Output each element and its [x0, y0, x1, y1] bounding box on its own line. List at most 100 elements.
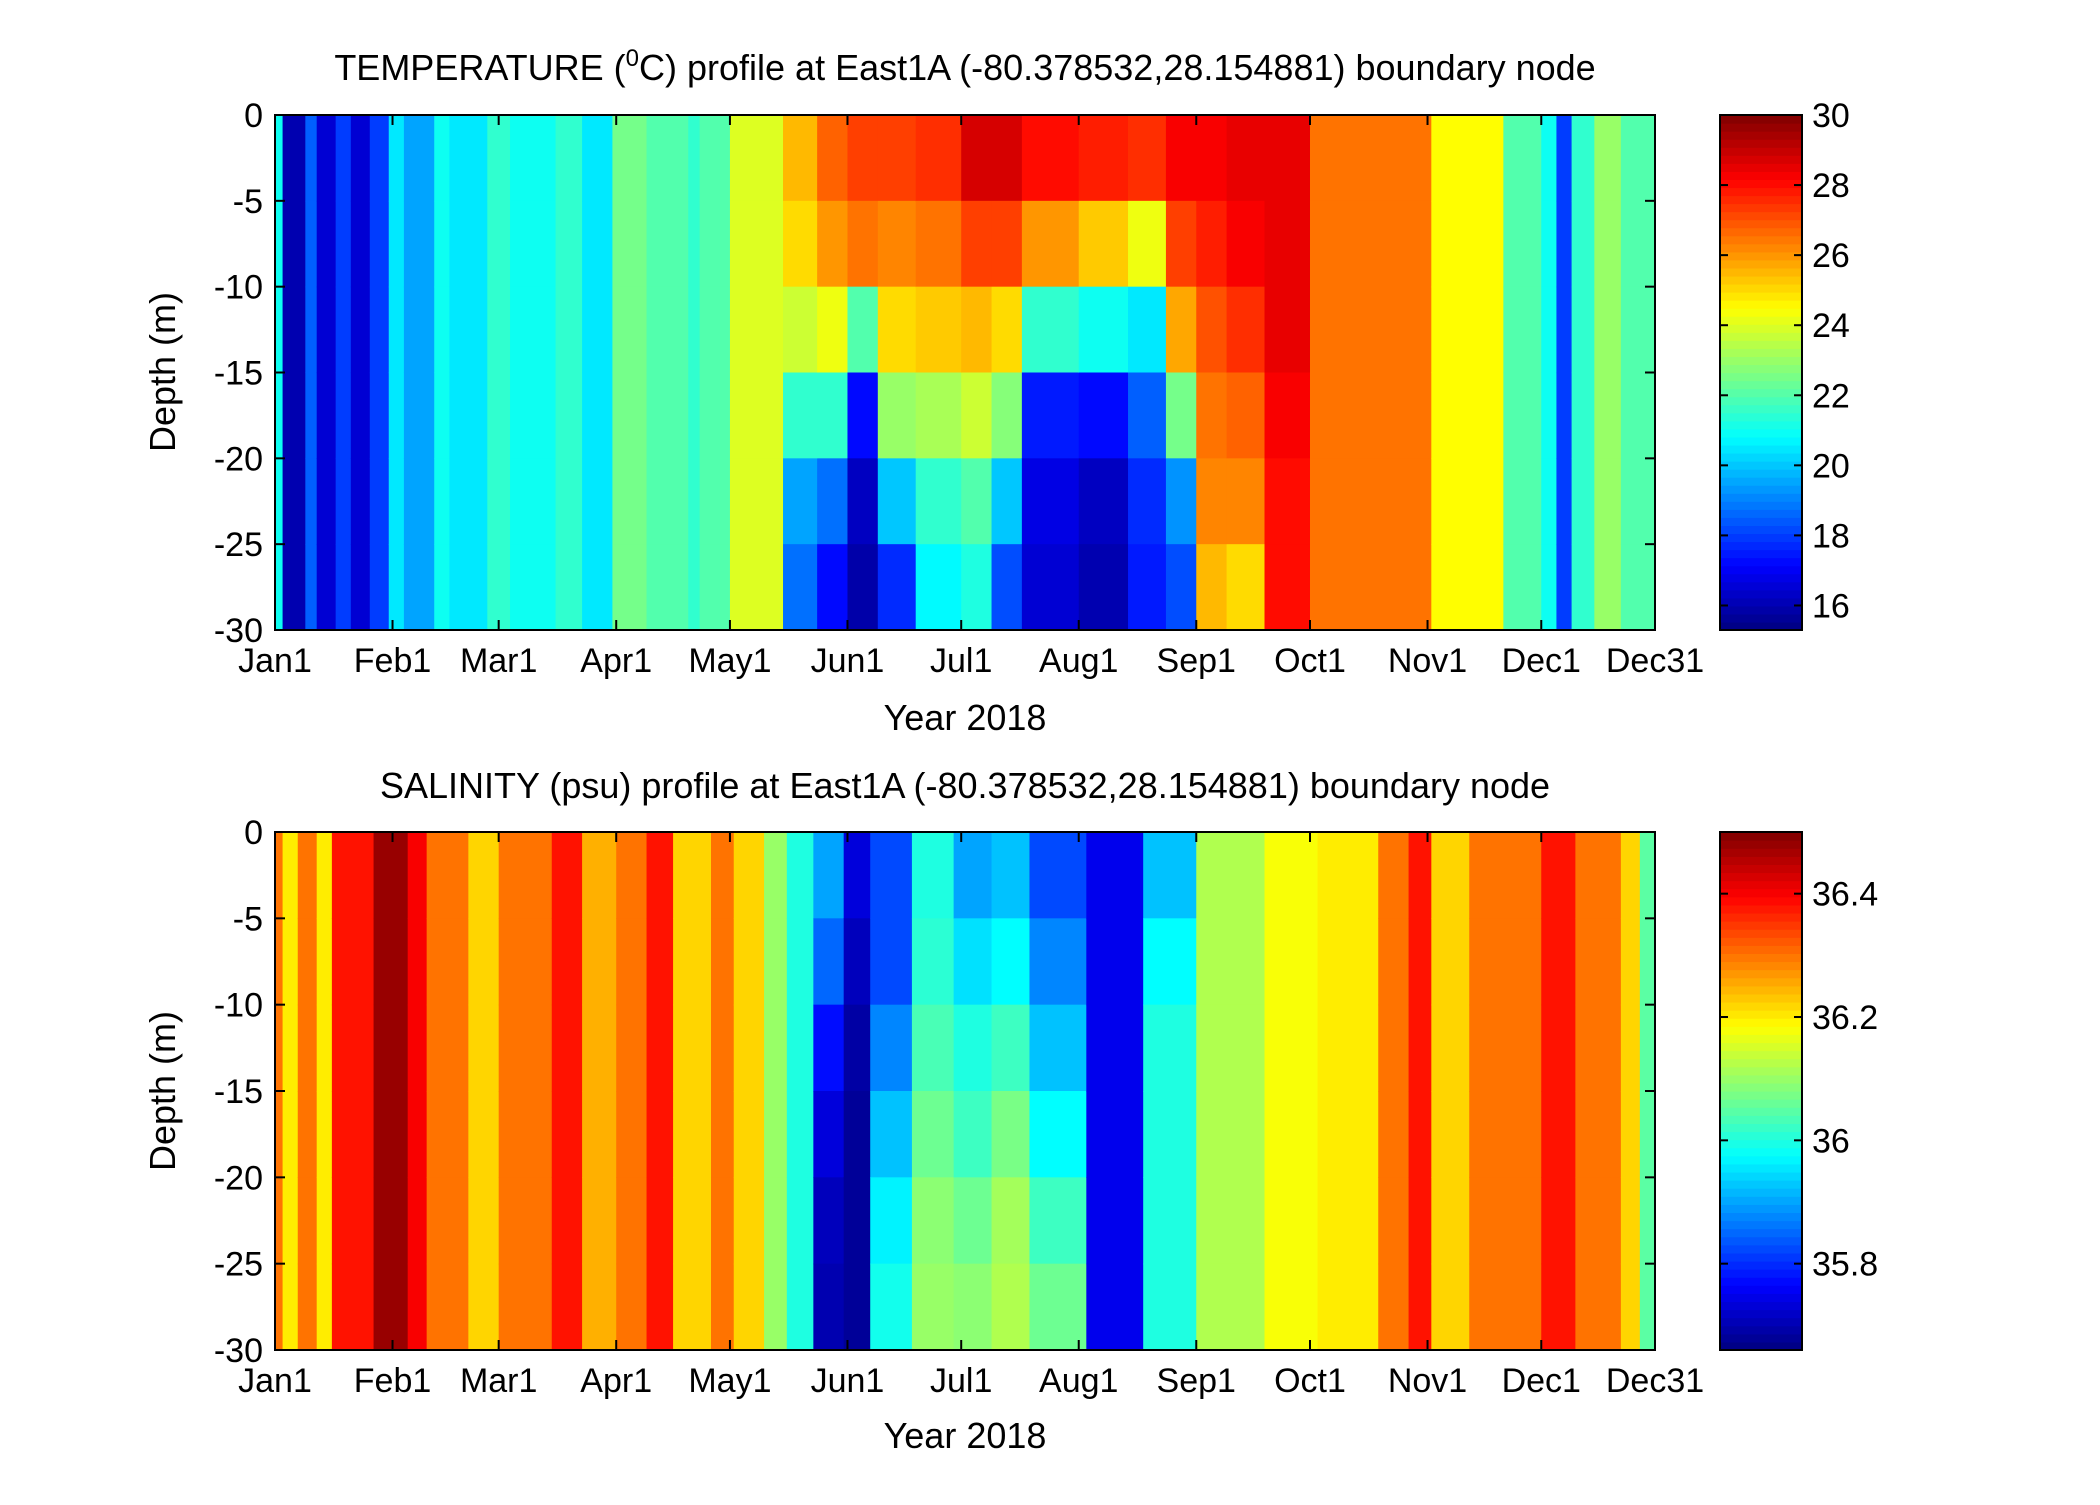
heatmap-cell: [275, 1004, 284, 1092]
heatmap-cell: [282, 372, 306, 459]
salinity-heatmap: [275, 832, 1656, 1351]
heatmap-cell: [953, 1177, 993, 1265]
heatmap-cell: [870, 1091, 913, 1178]
colorbar-step: [1720, 420, 1802, 430]
heatmap-cell: [1639, 918, 1656, 1006]
heatmap-cell: [688, 544, 701, 631]
heatmap-cell: [1571, 115, 1595, 202]
colorbar-tick-label: 26: [1812, 237, 1850, 275]
heatmap-cell: [1620, 544, 1656, 631]
heatmap-cell: [555, 115, 583, 202]
colorbar-step: [1720, 332, 1802, 341]
heatmap-cell: [870, 1177, 913, 1265]
heatmap-cell: [783, 544, 818, 631]
heatmap-cell: [991, 1004, 1031, 1092]
heatmap-cell: [275, 918, 284, 1006]
heatmap-cell: [1021, 200, 1080, 288]
heatmap-cell: [282, 1004, 299, 1092]
heatmap-cell: [373, 918, 409, 1006]
heatmap-cell: [1639, 1004, 1656, 1092]
heatmap-cell: [915, 544, 962, 631]
heatmap-cell: [403, 115, 435, 202]
x-tick-label: Dec31: [1606, 642, 1704, 680]
heatmap-cell: [1226, 200, 1266, 288]
heatmap-cell: [870, 1004, 913, 1092]
colorbar-step: [1720, 179, 1802, 189]
heatmap-cell: [434, 115, 450, 202]
heatmap-cell: [710, 1177, 735, 1265]
heatmap-cell: [403, 372, 435, 459]
colorbar-step: [1720, 1139, 1802, 1149]
heatmap-cell: [1378, 544, 1432, 631]
colorbar-step: [1720, 1155, 1802, 1165]
colorbar-step: [1720, 912, 1802, 922]
x-tick-label: Mar1: [460, 1362, 537, 1400]
heatmap-cell: [1143, 1177, 1197, 1265]
colorbar-step: [1720, 243, 1802, 253]
heatmap-cell: [646, 200, 689, 288]
colorbar-step: [1720, 308, 1802, 317]
heatmap-cell: [616, 1004, 648, 1092]
heatmap-cell: [331, 1263, 375, 1351]
heatmap-cell: [1378, 1263, 1410, 1351]
colorbar-step: [1720, 324, 1802, 333]
colorbar-step: [1720, 921, 1802, 930]
colorbar-step: [1720, 525, 1802, 535]
colorbar-step: [1720, 1123, 1802, 1133]
colorbar-step: [1720, 115, 1802, 124]
heatmap-cell: [316, 1263, 333, 1351]
heatmap-cell: [369, 458, 390, 545]
heatmap-cell: [498, 1091, 553, 1178]
colorbar-step: [1720, 1252, 1802, 1262]
heatmap-cell: [877, 286, 917, 374]
heatmap-cell: [1078, 458, 1129, 545]
colorbar-step: [1720, 985, 1802, 995]
heatmap-cell: [1575, 1177, 1622, 1265]
colorbar-step: [1720, 1099, 1802, 1108]
heatmap-cell: [699, 115, 731, 202]
x-tick-label: Feb1: [354, 1362, 432, 1400]
heatmap-cell: [468, 1263, 500, 1351]
heatmap-cell: [783, 372, 818, 459]
heatmap-cell: [350, 372, 371, 459]
heatmap-cell: [843, 1263, 871, 1351]
x-tick-label: Aug1: [1039, 1362, 1118, 1400]
heatmap-cell: [843, 832, 871, 919]
heatmap-cell: [407, 1263, 428, 1351]
temperature-title: TEMPERATURE (0C) profile at East1A (-80.…: [334, 45, 1595, 88]
heatmap-cell: [282, 115, 306, 202]
colorbar-step: [1720, 509, 1802, 518]
heatmap-cell: [673, 1091, 712, 1178]
colorbar-tick-label: 36: [1812, 1122, 1850, 1160]
heatmap-cell: [991, 200, 1023, 288]
colorbar-step: [1720, 1269, 1802, 1278]
heatmap-cell: [582, 1091, 617, 1178]
colorbar-step: [1720, 1196, 1802, 1205]
heatmap-cell: [817, 115, 849, 202]
heatmap-cell: [297, 1004, 318, 1092]
colorbar-step: [1720, 541, 1802, 551]
heatmap-cell: [388, 115, 405, 202]
heatmap-cell: [335, 115, 352, 202]
colorbar-step: [1720, 163, 1802, 172]
heatmap-cell: [1310, 544, 1379, 631]
heatmap-cell: [733, 1091, 765, 1178]
heatmap-cell: [1378, 918, 1410, 1006]
heatmap-cell: [275, 200, 284, 288]
heatmap-cell: [1143, 1004, 1197, 1092]
heatmap-cell: [582, 458, 614, 545]
heatmap-cell: [1264, 372, 1311, 459]
colorbar-step: [1720, 1147, 1802, 1157]
heatmap-cell: [1128, 458, 1167, 545]
heatmap-cell: [582, 918, 617, 1006]
colorbar-step: [1720, 211, 1802, 221]
x-tick-label: Jan1: [238, 1362, 312, 1400]
heatmap-cell: [786, 1091, 814, 1178]
heatmap-cell: [275, 286, 284, 374]
heatmap-cell: [1556, 115, 1573, 202]
x-tick-label: Dec1: [1502, 642, 1581, 680]
heatmap-cell: [555, 372, 583, 459]
heatmap-cell: [733, 1004, 765, 1092]
x-tick-label: Jun1: [811, 642, 885, 680]
